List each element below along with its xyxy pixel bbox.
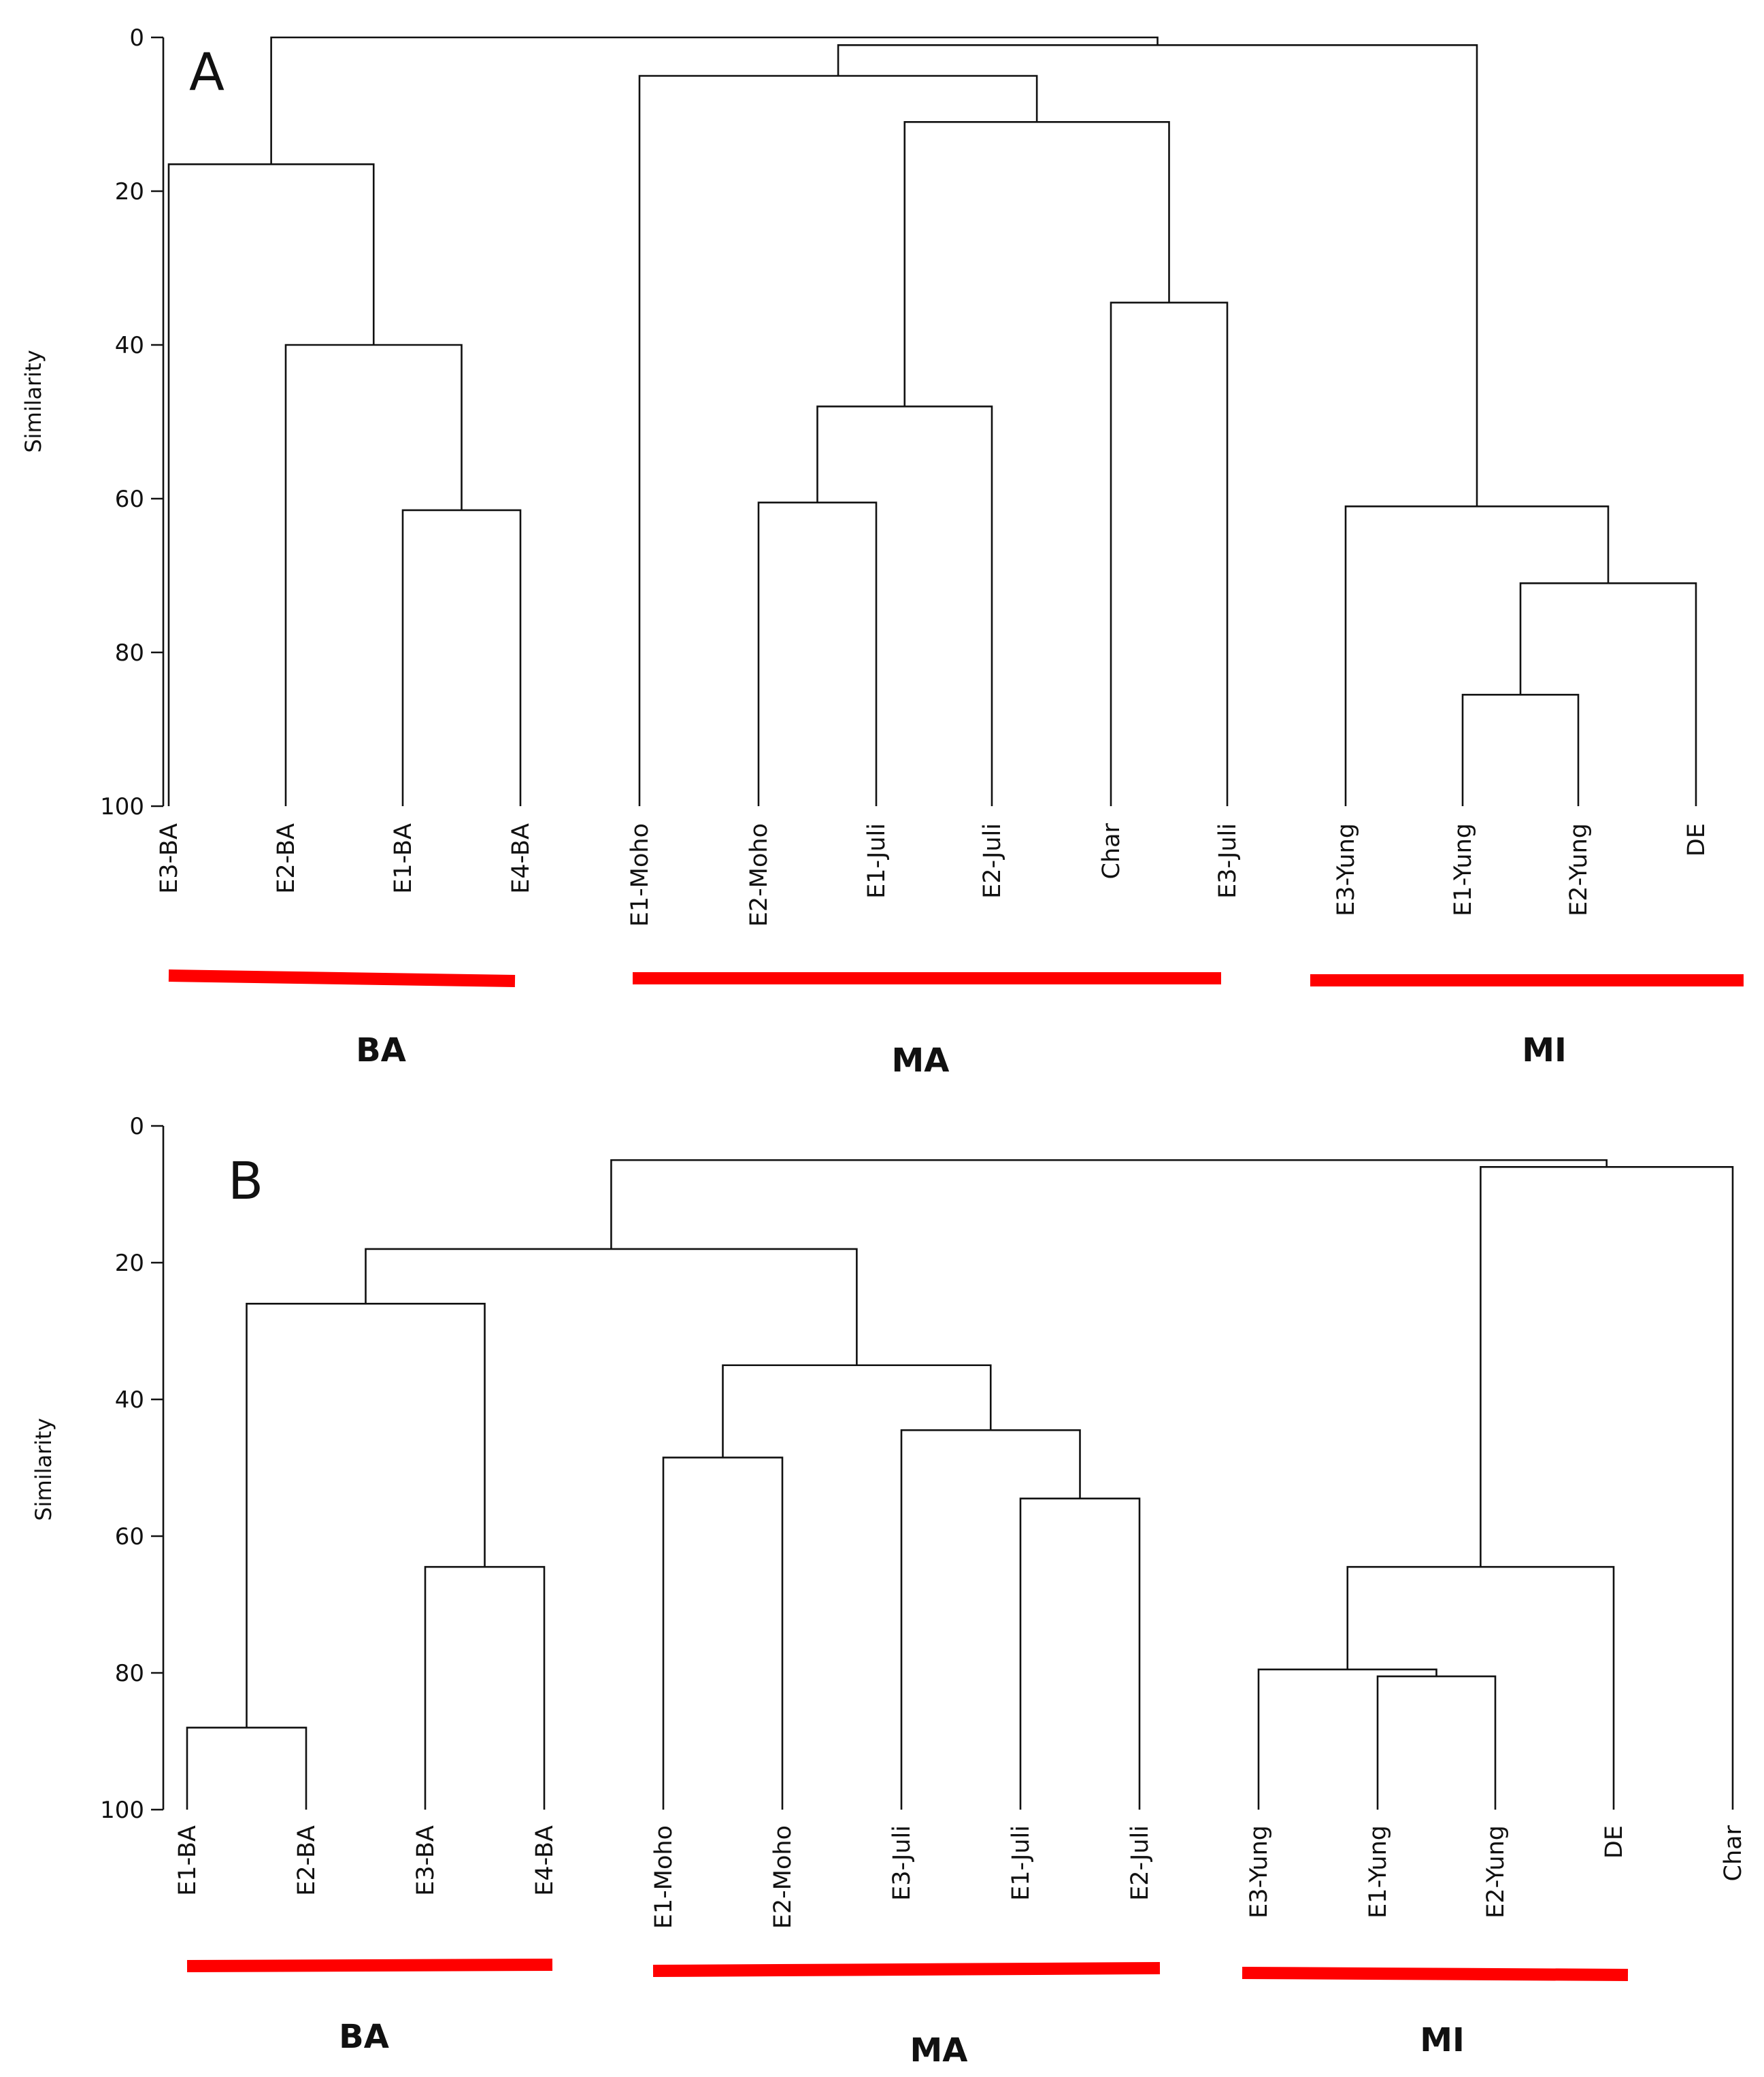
dendrogram-link	[903, 121, 1170, 407]
dendrogram-link	[662, 1457, 784, 1810]
group-bar-ma	[652, 1962, 1161, 1977]
dendrogram-link	[401, 509, 522, 806]
group-label-ma: MA	[910, 2031, 968, 2070]
y-tick-label: 0	[129, 1113, 144, 1140]
dendrogram-link	[1376, 1675, 1497, 1810]
y-tick-label: 40	[115, 1386, 144, 1414]
dendrogram-link	[1257, 1668, 1437, 1810]
y-axis-title: Similarity	[31, 1418, 56, 1521]
leaf-label: E2-Juli	[1127, 1825, 1154, 1901]
leaf-label: E1-Moho	[627, 823, 654, 927]
leaf-label: DE	[1601, 1825, 1628, 1859]
dendrogram-link	[757, 501, 878, 806]
leaf-label: Char	[1720, 1825, 1747, 1881]
leaf-label: E1-Moho	[650, 1825, 678, 1929]
y-tick-label: 100	[100, 1797, 144, 1824]
dendrogram-link	[638, 75, 1038, 806]
y-axis-title: Similarity	[20, 350, 46, 452]
dendrogram-link	[270, 36, 1159, 165]
group-bar-ba	[186, 1959, 553, 1972]
panel-b-letter: B	[228, 1150, 263, 1211]
y-tick-label: 20	[115, 1250, 144, 1277]
dendrogram-link	[365, 1248, 858, 1365]
group-bar-mi	[1242, 1967, 1629, 1981]
dendrogram-link	[1019, 1497, 1141, 1810]
dendrogram-link	[722, 1364, 992, 1458]
leaf-label: E4-BA	[507, 823, 535, 894]
group-label-ba: BA	[356, 1031, 406, 1069]
leaf-label: E1-Juli	[1008, 1825, 1035, 1901]
dendrogram-link	[1480, 1166, 1734, 1810]
leaf-label: E1-Yung	[1450, 823, 1477, 916]
leaf-label: E3-Yung	[1333, 823, 1360, 916]
dendrogram-link	[186, 1727, 307, 1810]
leaf-label: E3-BA	[412, 1825, 439, 1896]
leaf-label: E1-BA	[174, 1825, 201, 1896]
y-tick-label: 80	[115, 1660, 144, 1687]
dendrogram-link	[610, 1159, 1608, 1249]
y-tick-label: 100	[100, 793, 144, 820]
group-label-ba: BA	[339, 2018, 389, 2056]
leaf-label: E3-BA	[156, 823, 183, 894]
y-tick-label: 60	[115, 486, 144, 513]
dendrogram-link	[1110, 301, 1229, 806]
dendrogram-link	[167, 163, 375, 806]
panel-a-dendrogram: A 0 20 40 60 80 100 Similarity E3-BA E2-BA E1-BA E…	[20, 24, 1744, 1080]
leaf-label: E2-Yung	[1482, 1825, 1510, 1918]
leaf-label: E2-Moho	[746, 823, 773, 927]
group-bar-ba	[168, 969, 516, 987]
group-label-mi: MI	[1420, 2021, 1465, 2059]
leaf-label: E3-Yung	[1246, 1825, 1273, 1918]
leaf-label: E1-BA	[390, 823, 417, 894]
dendrogram-link	[816, 405, 993, 806]
dendrogram-link	[284, 344, 463, 806]
leaf-label: E1-Juli	[863, 823, 891, 899]
y-tick-label: 0	[129, 24, 144, 52]
y-tick-label: 40	[115, 332, 144, 359]
leaf-label: E3-Juli	[1214, 823, 1242, 899]
group-label-ma: MA	[892, 1042, 950, 1080]
leaf-label: E2-BA	[293, 1825, 320, 1896]
leaf-label: E2-Moho	[769, 1825, 797, 1929]
dendrogram-link	[900, 1429, 1081, 1810]
leaf-label: E4-BA	[531, 1825, 559, 1896]
leaf-label: E3-Juli	[888, 1825, 916, 1901]
leaf-label: E2-Yung	[1565, 823, 1593, 916]
dendrogram-link	[246, 1303, 486, 1728]
dendrogram-link	[1461, 693, 1580, 806]
y-tick-label: 80	[115, 639, 144, 667]
leaf-label: E2-BA	[273, 823, 300, 894]
dendrogram-link	[424, 1565, 546, 1810]
dendrogram-link	[1346, 1565, 1615, 1810]
panel-a-letter: A	[189, 41, 224, 102]
dendrogram-link	[837, 44, 1478, 507]
leaf-label: Char	[1098, 823, 1125, 879]
panel-b-dendrogram: B 0 20 40 60 80 100 Similarity E1-BA E2-BA E3-BA E…	[31, 1113, 1747, 2070]
group-label-mi: MI	[1522, 1031, 1567, 1069]
y-tick-label: 20	[115, 178, 144, 205]
leaf-label: E2-Juli	[979, 823, 1006, 899]
leaf-label: DE	[1683, 823, 1710, 857]
dendrogram-link	[1344, 505, 1610, 806]
y-tick-label: 60	[115, 1523, 144, 1550]
leaf-label: E1-Yung	[1365, 1825, 1392, 1918]
